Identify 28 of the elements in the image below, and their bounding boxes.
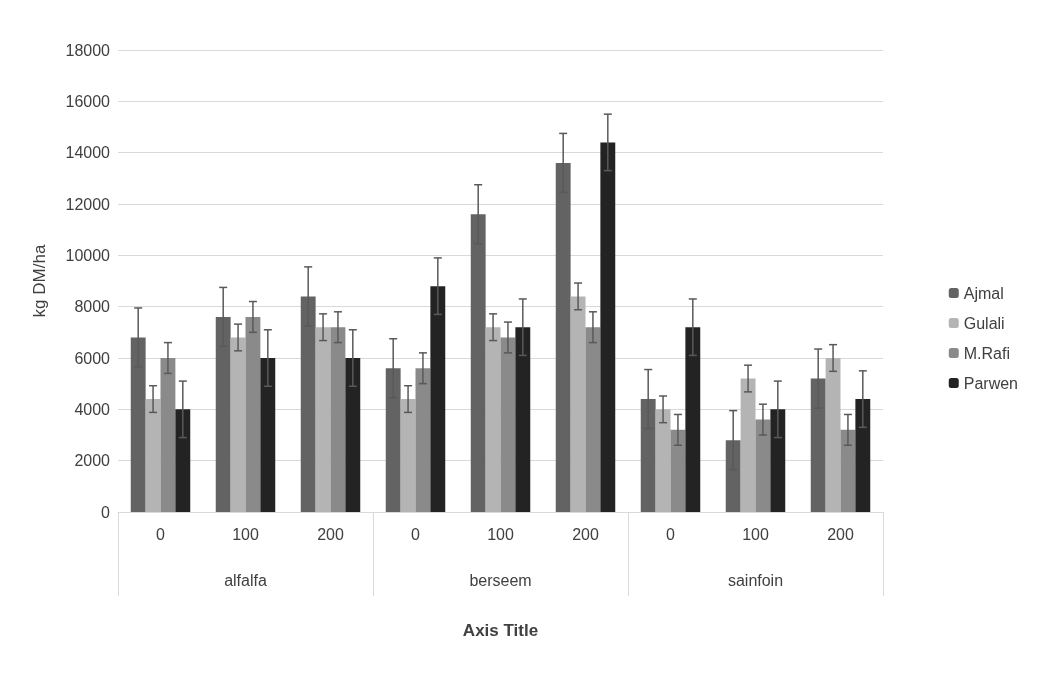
y-tick-label: 0	[101, 503, 111, 521]
legend-label: Parwen	[963, 374, 1018, 392]
y-tick-label: 12000	[65, 195, 111, 213]
x-tick-label: 0	[411, 525, 421, 543]
y-axis-title: kg DM/ha	[30, 244, 49, 318]
text: berseem	[469, 571, 532, 589]
legend-label: M.Rafi	[963, 344, 1010, 362]
x-tick-label: 100	[742, 525, 769, 543]
x-tick-label: 0	[156, 525, 166, 543]
legend-label: Gulali	[963, 314, 1005, 332]
text: sainfoin	[727, 571, 784, 589]
x-tick-label: 0	[666, 525, 676, 543]
text: alfalfa	[224, 571, 267, 589]
y-tick-label: 14000	[65, 144, 111, 162]
y-tick-label: 6000	[74, 349, 111, 367]
y-tick-label: 18000	[65, 41, 111, 59]
x-tick-label: 200	[827, 525, 854, 543]
x-tick-label: 200	[317, 525, 344, 543]
y-tick-label: 2000	[74, 452, 111, 470]
x-tick-label: 100	[232, 525, 259, 543]
y-tick-label: 10000	[65, 246, 111, 264]
x-axis-title: Axis Title	[462, 621, 539, 640]
x-tick-label: 200	[572, 525, 599, 543]
y-tick-label: 16000	[65, 92, 111, 110]
x-tick-label: 100	[487, 525, 514, 543]
y-tick-label: 4000	[74, 400, 111, 418]
legend-label: Ajmal	[963, 284, 1004, 302]
y-tick-label: 8000	[74, 298, 111, 316]
